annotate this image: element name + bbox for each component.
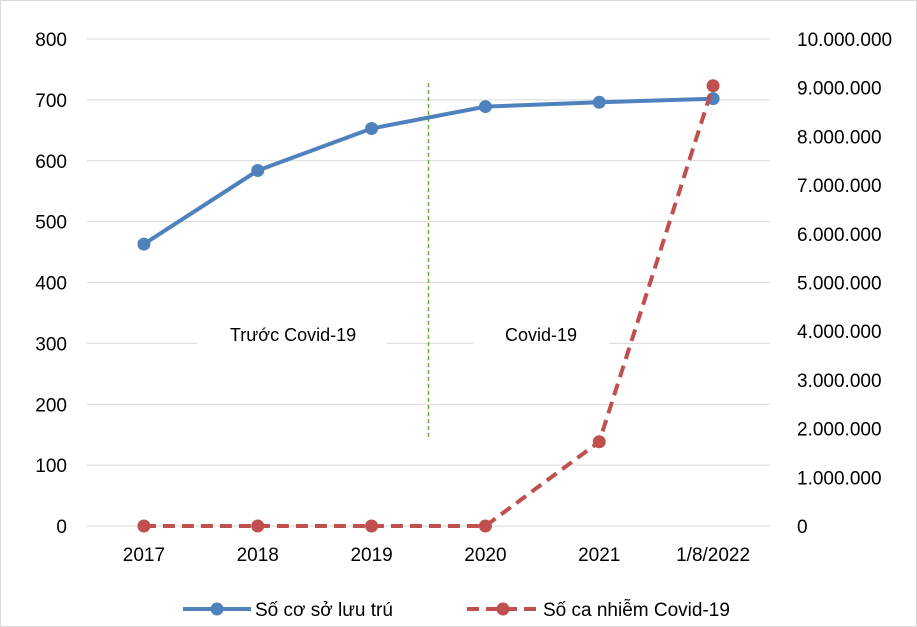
annotations: Trước Covid-19 Covid-19 bbox=[197, 83, 609, 438]
series-line bbox=[143, 85, 716, 528]
x-tick-label: 2018 bbox=[237, 545, 279, 566]
x-tick-label: 1/8/2022 bbox=[676, 545, 750, 566]
data-point bbox=[137, 519, 151, 533]
y-right-tick-label: 2.000.000 bbox=[797, 420, 882, 441]
y-right-tick-label: 3.000.000 bbox=[797, 371, 882, 392]
y-right-tick-label: 10.000.000 bbox=[797, 30, 892, 51]
legend-swatch-marker-facilities bbox=[210, 602, 224, 616]
y-right-tick-label: 5.000.000 bbox=[797, 274, 882, 295]
data-point bbox=[137, 237, 151, 251]
data-point bbox=[365, 519, 379, 533]
x-tick-label: 2021 bbox=[578, 545, 620, 566]
x-axis: 2017 2018 2019 2020 2021 1/8/2022 bbox=[123, 545, 750, 566]
data-point bbox=[592, 435, 606, 449]
data-point bbox=[251, 519, 265, 533]
y-left-tick-label: 200 bbox=[35, 395, 67, 416]
y-left-tick-label: 400 bbox=[35, 274, 67, 295]
legend-label-covid-cases: Số ca nhiễm Covid-19 bbox=[543, 599, 730, 621]
y-left-tick-label: 0 bbox=[56, 517, 67, 538]
x-tick-label: 2020 bbox=[464, 545, 506, 566]
legend: Số cơ sở lưu trú Số ca nhiễm Covid-19 bbox=[183, 599, 730, 621]
annotation-before-background bbox=[197, 319, 387, 347]
y-right-tick-label: 8.000.000 bbox=[797, 127, 882, 148]
y-right-tick-label: 9.000.000 bbox=[797, 79, 882, 100]
legend-label-facilities: Số cơ sở lưu trú bbox=[255, 600, 393, 621]
series-1 bbox=[137, 79, 720, 533]
annotation-after-background bbox=[473, 319, 609, 347]
series-0 bbox=[137, 92, 720, 251]
y-axis-right: 0 1.000.000 2.000.000 3.000.000 4.000.000 5.0… bbox=[797, 30, 892, 538]
y-left-tick-label: 100 bbox=[35, 456, 67, 477]
data-point bbox=[478, 100, 492, 114]
data-point bbox=[251, 163, 265, 177]
series-line bbox=[142, 96, 714, 246]
annotation-before-covid: Trước Covid-19 bbox=[230, 325, 356, 345]
y-axis-left: 0 100 200 300 400 500 600 700 800 bbox=[35, 30, 67, 538]
y-left-tick-label: 300 bbox=[35, 334, 67, 355]
y-left-tick-label: 600 bbox=[35, 152, 67, 173]
data-point bbox=[365, 121, 379, 135]
series-lines bbox=[137, 79, 720, 533]
y-right-tick-label: 6.000.000 bbox=[797, 225, 882, 246]
y-right-tick-label: 1.000.000 bbox=[797, 468, 882, 489]
annotation-covid: Covid-19 bbox=[505, 325, 577, 345]
x-tick-label: 2017 bbox=[123, 545, 165, 566]
y-left-tick-label: 500 bbox=[35, 213, 67, 234]
x-tick-label: 2019 bbox=[350, 545, 392, 566]
data-point bbox=[478, 519, 492, 533]
y-left-tick-label: 800 bbox=[35, 30, 67, 51]
data-point bbox=[592, 95, 606, 109]
y-right-tick-label: 7.000.000 bbox=[797, 176, 882, 197]
data-point bbox=[706, 79, 720, 93]
y-right-tick-label: 0 bbox=[797, 517, 808, 538]
y-right-tick-label: 4.000.000 bbox=[797, 322, 882, 343]
y-left-tick-label: 700 bbox=[35, 91, 67, 112]
legend-swatch-marker-covid-cases bbox=[496, 602, 510, 616]
